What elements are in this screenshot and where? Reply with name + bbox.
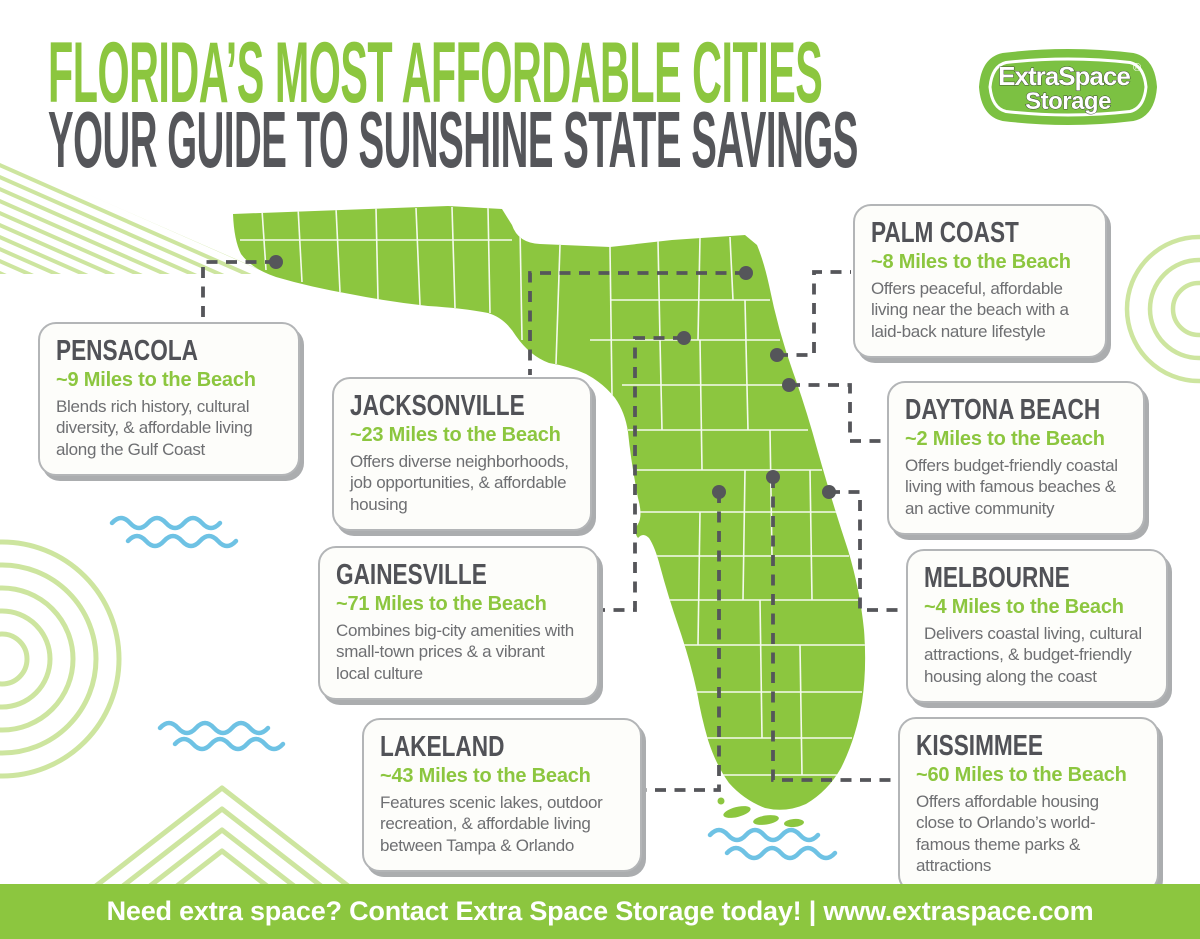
footer-bar: Need extra space? Contact Extra Space St…	[0, 884, 1200, 939]
city-distance: ~71 Miles to the Beach	[336, 592, 547, 615]
city-name: PENSACOLA	[56, 335, 199, 367]
page-subtitle: YOUR GUIDE TO SUNSHINE STATE SAVINGS	[48, 95, 858, 184]
city-distance: ~8 Miles to the Beach	[871, 250, 1071, 273]
city-description: Delivers coastal living, cultural attrac…	[924, 623, 1142, 686]
city-name: MELBOURNE	[924, 562, 1070, 594]
city-description: Combines big-city amenities with small-t…	[336, 620, 574, 683]
city-card-gainesville: GAINESVILLE ~71 Miles to the Beach Combi…	[318, 546, 599, 701]
city-distance: ~60 Miles to the Beach	[916, 763, 1127, 786]
connector-lines	[201, 260, 904, 792]
florida-shape	[233, 206, 866, 810]
city-description: Offers peaceful, affordable living near …	[871, 278, 1069, 341]
city-distance: ~9 Miles to the Beach	[56, 368, 256, 391]
logo-name: ExtraSpace	[998, 61, 1130, 91]
page-title: FLORIDA’S MOST AFFORDABLE CITIES	[48, 25, 823, 121]
city-description: Blends rich history, cultural diversity,…	[56, 396, 253, 459]
city-card-daytona-beach: DAYTONA BEACH ~2 Miles to the Beach Offe…	[887, 381, 1145, 536]
city-name: KISSIMMEE	[916, 730, 1043, 762]
city-card-pensacola: PENSACOLA ~9 Miles to the Beach Blends r…	[38, 322, 300, 477]
connector-jacksonville	[528, 271, 746, 375]
map-dot-jacksonville	[739, 266, 753, 280]
concentric-circles-left-icon	[0, 539, 122, 779]
city-name: PALM COAST	[871, 217, 1019, 249]
city-card-kissimmee: KISSIMMEE ~60 Miles to the Beach Offers …	[898, 717, 1159, 893]
connector-lakeland	[645, 492, 721, 792]
map-dot-lakeland	[712, 485, 726, 499]
logo-badge-icon	[979, 49, 1157, 125]
city-name: DAYTONA BEACH	[905, 394, 1101, 426]
diagonal-stripes-icon	[0, 156, 270, 274]
city-name: JACKSONVILLE	[350, 390, 525, 422]
map-dot-kissimmee	[766, 470, 780, 484]
connector-kissimmee	[771, 477, 896, 782]
map-dot-daytona-beach	[782, 378, 796, 392]
city-description: Offers affordable housing close to Orlan…	[916, 791, 1099, 876]
logo-registered-mark: ®	[1133, 62, 1141, 74]
county-lines	[240, 206, 865, 776]
city-distance: ~2 Miles to the Beach	[905, 427, 1105, 450]
map-dot-palm-coast	[770, 348, 784, 362]
city-card-jacksonville: JACKSONVILLE ~23 Miles to the Beach Offe…	[332, 377, 592, 532]
city-card-melbourne: MELBOURNE ~4 Miles to the Beach Delivers…	[906, 549, 1168, 704]
city-card-lakeland: LAKELAND ~43 Miles to the Beach Features…	[362, 718, 642, 873]
city-markers	[269, 255, 836, 499]
concentric-circles-right-icon	[1124, 234, 1200, 384]
florida-map	[233, 206, 866, 828]
connector-palm-coast	[777, 270, 851, 357]
connector-pensacola	[201, 260, 276, 320]
map-dot-pensacola	[269, 255, 283, 269]
city-name: LAKELAND	[380, 731, 505, 763]
florida-keys	[717, 797, 804, 828]
city-name: GAINESVILLE	[336, 559, 487, 591]
map-dot-gainesville	[677, 331, 691, 345]
city-description: Offers budget-friendly coastal living wi…	[905, 455, 1118, 518]
map-dot-melbourne	[822, 485, 836, 499]
logo-tagline: Storage	[1025, 88, 1111, 115]
city-description: Features scenic lakes, outdoor recreatio…	[380, 792, 603, 855]
footer-text: Need extra space? Contact Extra Space St…	[106, 896, 1094, 926]
city-description: Offers diverse neighborhoods, job opport…	[350, 451, 569, 514]
city-distance: ~4 Miles to the Beach	[924, 595, 1124, 618]
waves-icon	[109, 515, 838, 861]
connector-daytona-beach	[789, 383, 885, 443]
city-card-palm-coast: PALM COAST ~8 Miles to the Beach Offers …	[853, 204, 1107, 359]
city-distance: ~23 Miles to the Beach	[350, 423, 561, 446]
connector-gainesville	[601, 336, 684, 612]
extra-space-storage-logo: ExtraSpace ® Storage	[973, 45, 1163, 134]
city-distance: ~43 Miles to the Beach	[380, 764, 591, 787]
